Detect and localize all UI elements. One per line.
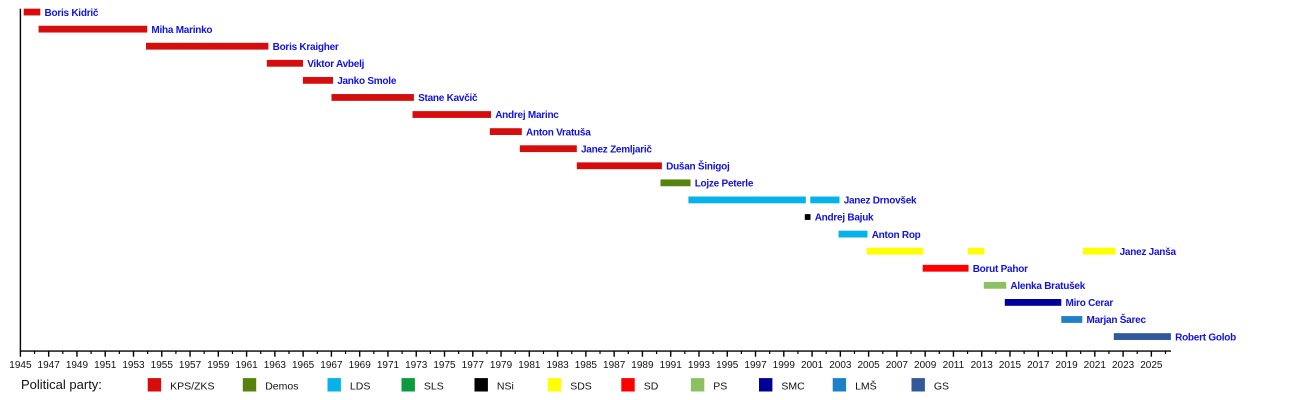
svg-text:2021: 2021 — [1084, 360, 1107, 371]
svg-text:1957: 1957 — [179, 360, 202, 371]
svg-text:Andrej Bajuk: Andrej Bajuk — [815, 213, 874, 224]
svg-text:Boris Kidrič: Boris Kidrič — [45, 8, 99, 19]
svg-text:2015: 2015 — [999, 360, 1022, 371]
svg-text:Janez Janša: Janez Janša — [1120, 247, 1177, 258]
svg-text:Marjan Šarec: Marjan Šarec — [1087, 313, 1147, 326]
svg-text:Borut Pahor: Borut Pahor — [973, 264, 1028, 275]
svg-text:2009: 2009 — [914, 360, 937, 371]
svg-text:1983: 1983 — [546, 360, 569, 371]
svg-text:1975: 1975 — [433, 360, 456, 371]
svg-text:Robert Golob: Robert Golob — [1175, 332, 1236, 343]
svg-text:Andrej Marinc: Andrej Marinc — [495, 110, 559, 121]
svg-text:2013: 2013 — [971, 360, 994, 371]
svg-text:Political party:: Political party: — [21, 377, 102, 392]
svg-text:1977: 1977 — [462, 360, 485, 371]
svg-text:Viktor Avbelj: Viktor Avbelj — [307, 59, 364, 70]
svg-text:Stane Kavčič: Stane Kavčič — [418, 93, 478, 104]
svg-text:Janez Zemljarič: Janez Zemljarič — [581, 144, 652, 155]
svg-text:2023: 2023 — [1112, 360, 1135, 371]
svg-text:1963: 1963 — [264, 360, 287, 371]
svg-text:Janez Drnovšek: Janez Drnovšek — [844, 196, 917, 207]
svg-text:Lojze Peterle: Lojze Peterle — [695, 179, 754, 190]
svg-text:GS: GS — [934, 380, 949, 392]
svg-text:PS: PS — [713, 380, 727, 392]
svg-text:1951: 1951 — [94, 360, 117, 371]
svg-text:2007: 2007 — [886, 360, 909, 371]
svg-text:Demos: Demos — [265, 380, 298, 392]
svg-text:LMŠ: LMŠ — [855, 379, 877, 392]
svg-text:1985: 1985 — [575, 360, 598, 371]
svg-text:2001: 2001 — [801, 360, 824, 371]
svg-text:1967: 1967 — [320, 360, 343, 371]
svg-text:2005: 2005 — [857, 360, 880, 371]
svg-text:NSi: NSi — [497, 380, 514, 392]
svg-text:2025: 2025 — [1140, 360, 1163, 371]
svg-text:SD: SD — [644, 380, 659, 392]
svg-text:Miro Cerar: Miro Cerar — [1066, 298, 1114, 309]
svg-text:Alenka Bratušek: Alenka Bratušek — [1010, 281, 1085, 292]
svg-text:1981: 1981 — [518, 360, 541, 371]
svg-text:SMC: SMC — [781, 380, 805, 392]
svg-text:LDS: LDS — [350, 380, 370, 392]
svg-text:Anton Vratuša: Anton Vratuša — [526, 127, 591, 138]
svg-text:1999: 1999 — [773, 360, 796, 371]
svg-text:Dušan Šinigoj: Dušan Šinigoj — [666, 159, 730, 172]
svg-text:Anton Rop: Anton Rop — [872, 230, 921, 241]
svg-text:1989: 1989 — [631, 360, 654, 371]
svg-text:Miha Marinko: Miha Marinko — [151, 25, 212, 36]
svg-text:2017: 2017 — [1027, 360, 1050, 371]
svg-text:1965: 1965 — [292, 360, 315, 371]
svg-text:Boris Kraigher: Boris Kraigher — [273, 42, 339, 53]
svg-text:2019: 2019 — [1055, 360, 1078, 371]
svg-text:1949: 1949 — [66, 360, 89, 371]
svg-text:1987: 1987 — [603, 360, 626, 371]
svg-text:1945: 1945 — [9, 360, 32, 371]
svg-text:1969: 1969 — [349, 360, 372, 371]
svg-text:1947: 1947 — [38, 360, 61, 371]
svg-text:1955: 1955 — [151, 360, 174, 371]
svg-text:1979: 1979 — [490, 360, 513, 371]
svg-text:1991: 1991 — [660, 360, 683, 371]
svg-text:1959: 1959 — [207, 360, 230, 371]
svg-text:SLS: SLS — [424, 380, 444, 392]
svg-text:1961: 1961 — [235, 360, 258, 371]
svg-text:KPS/ZKS: KPS/ZKS — [170, 380, 214, 392]
svg-text:1997: 1997 — [744, 360, 767, 371]
svg-text:2011: 2011 — [943, 360, 965, 371]
svg-text:1993: 1993 — [688, 360, 711, 371]
svg-text:1973: 1973 — [405, 360, 428, 371]
svg-text:1953: 1953 — [122, 360, 145, 371]
svg-text:2003: 2003 — [829, 360, 852, 371]
svg-text:1971: 1971 — [377, 360, 400, 371]
svg-text:1995: 1995 — [716, 360, 739, 371]
svg-text:SDS: SDS — [570, 380, 592, 392]
svg-text:Janko Smole: Janko Smole — [337, 76, 397, 87]
